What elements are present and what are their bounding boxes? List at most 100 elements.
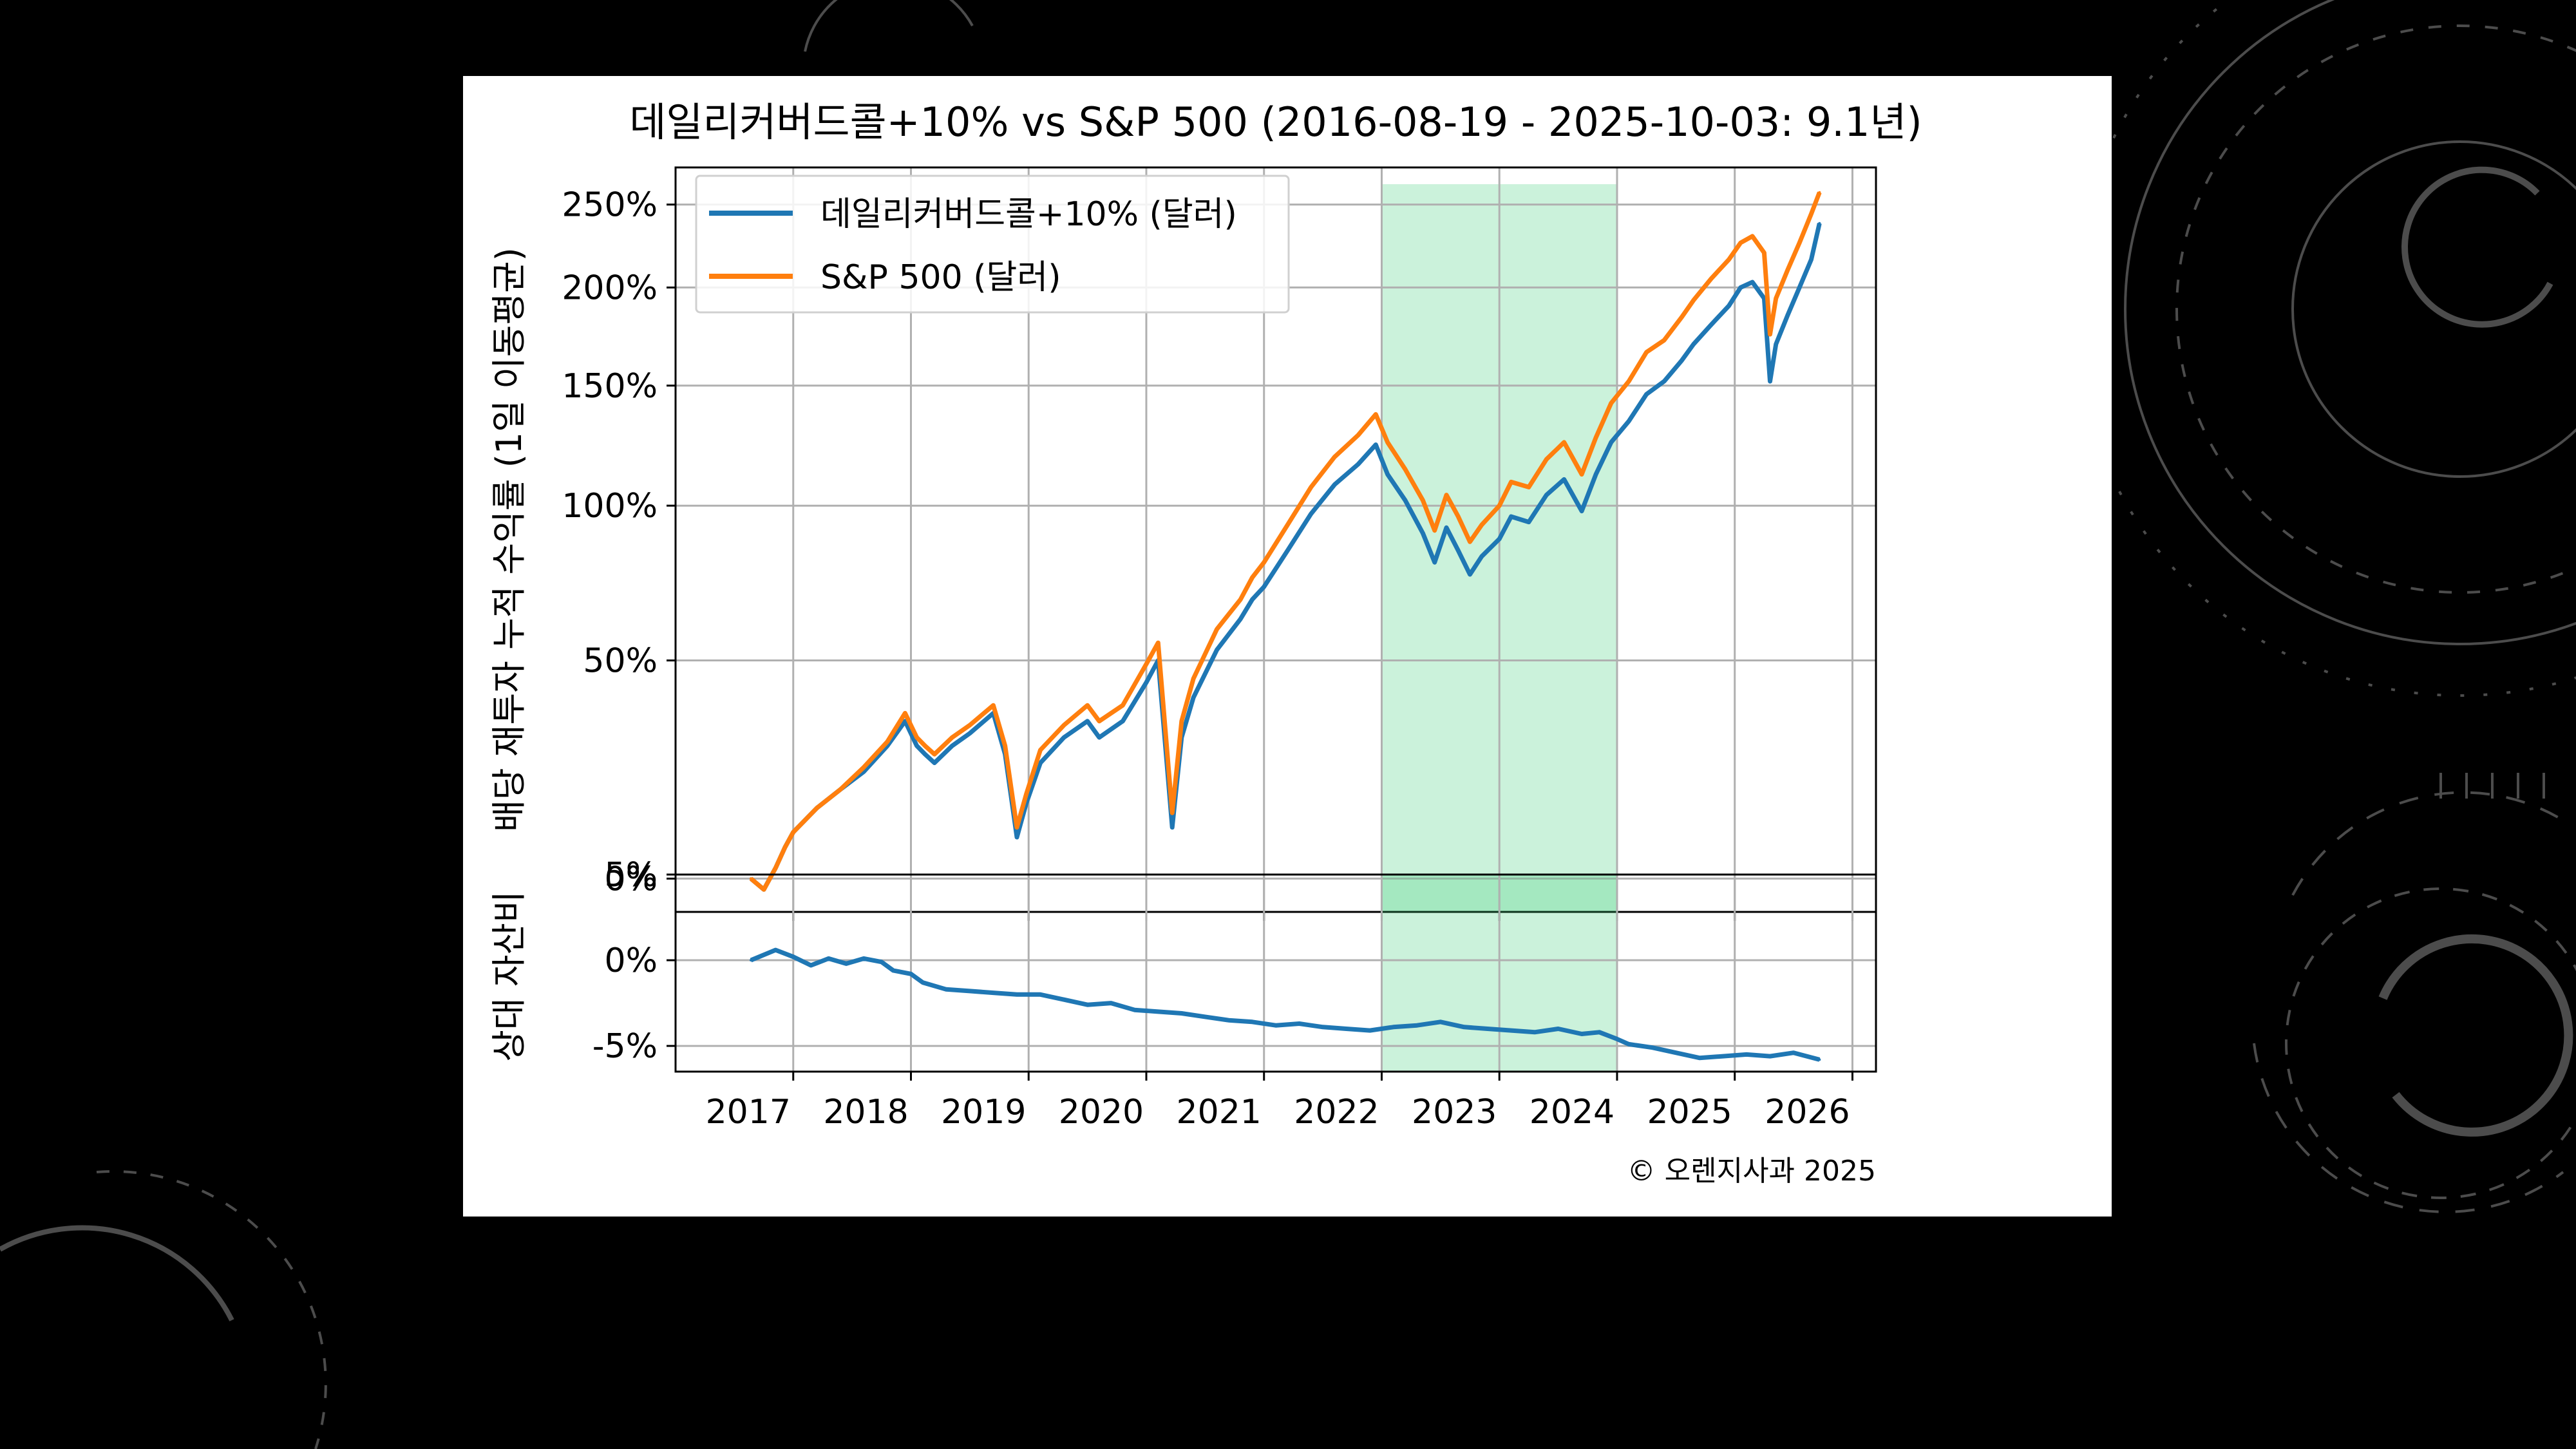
data-point-1 [1251,576,1254,579]
data-point-1 [1580,473,1584,476]
main-y-tick-label: 250% [562,186,658,225]
x-tick-label: 2017 [706,1093,791,1132]
data-point-0 [1121,719,1124,723]
data-point-1 [774,866,777,869]
data-point-0 [1545,493,1548,497]
relative-gridlines [676,873,1876,1072]
relative-y-tick-label: 0% [605,942,658,980]
data-point-1 [1562,440,1566,444]
data-point-1 [1498,504,1501,507]
data-point-1 [1145,663,1148,666]
relative-data-point [1580,1032,1584,1036]
data-point-0 [1818,222,1821,225]
data-point-1 [1645,350,1648,354]
data-point-0 [1171,826,1174,829]
data-point-1 [1510,480,1513,484]
main-y-tick-label: 200% [562,269,658,307]
data-point-0 [1692,343,1695,346]
data-point-0 [1039,761,1042,764]
data-point-1 [1386,440,1389,444]
data-point-1 [1215,627,1218,630]
legend-frame [695,175,1290,314]
data-point-1 [1356,433,1359,437]
data-point-0 [1333,483,1336,486]
data-point-0 [1739,286,1742,289]
data-point-0 [1798,286,1801,289]
data-point-1 [1433,529,1436,532]
data-point-0 [1215,649,1218,651]
x-tick-label: 2019 [941,1093,1026,1132]
relative-data-point [892,969,895,972]
relative-data-point [1274,1024,1277,1027]
data-point-1 [1545,458,1548,461]
main-y-tick-label: 0% [605,860,658,898]
data-point-0 [1239,618,1242,621]
data-point-1 [1309,486,1312,489]
data-point-0 [1498,537,1501,540]
data-point-0 [1609,440,1613,444]
data-point-0 [1480,555,1483,558]
data-point-1 [1739,242,1742,244]
relative-data-point [1616,1037,1618,1041]
relative-y-axis-label: 상대 자산비 [489,891,529,1062]
relative-axes-frame [674,873,1877,1073]
data-point-1 [1239,598,1242,601]
data-point-1 [1039,748,1042,752]
relative-data-point [1204,1015,1207,1018]
relative-series-line-0 [750,947,1821,1062]
relative-data-point [791,955,795,958]
x-tick-label: 2022 [1294,1093,1379,1132]
relative-data-point [1251,1020,1254,1023]
main-y-tick-label: 50% [583,642,658,681]
relative-data-point [810,964,813,967]
data-point-0 [1421,532,1425,535]
data-point-0 [904,719,907,723]
relative-data-point [1557,1027,1560,1030]
relative-panel: 5%0%-5% 2017 2018 2019 2020 2021 2022 2023 2024… [489,856,1877,1132]
relative-data-point [1439,1020,1442,1023]
data-point-1 [1680,316,1683,319]
data-point-1 [815,806,819,810]
data-point-0 [1192,696,1195,699]
data-point-1 [1097,719,1101,723]
data-point-0 [951,744,954,748]
chart-title: 데일리커버드콜+10% vs S&P 500 (2016-08-19 - 202… [629,99,1922,146]
relative-data-point [1368,1029,1372,1032]
relative-data-point [1792,1051,1795,1054]
main-y-tick-label: 100% [562,487,658,526]
main-y-tick-label: 150% [562,367,658,406]
relative-data-point [1745,1053,1748,1056]
data-point-1 [1445,493,1448,497]
data-point-1 [1768,333,1772,336]
data-point-0 [1774,343,1777,346]
data-point-1 [1692,299,1695,302]
relative-data-point [1016,993,1018,996]
relative-x-ticks: 2017 2018 2019 2020 2021 2022 2023 2024 2025 2026 [706,1072,1853,1132]
relative-data-point [909,972,913,976]
data-point-0 [1251,598,1254,601]
data-point-1 [1086,704,1089,707]
data-point-1 [784,846,786,849]
data-point-0 [1763,297,1766,300]
relative-data-point [750,959,752,961]
data-point-0 [1457,549,1460,552]
data-point-1 [762,888,766,891]
data-point-0 [1356,462,1359,466]
legend-label-sp500: S&P 500 (달러) [820,258,1061,297]
data-point-1 [1663,339,1666,342]
data-point-0 [1145,681,1148,684]
data-point-1 [904,712,907,715]
data-point-0 [1063,736,1066,739]
data-point-0 [915,744,918,748]
relative-data-point [827,957,830,960]
relative-y-ticks: 5%0%-5% [592,856,676,1066]
x-tick-label: 2020 [1059,1093,1144,1132]
relative-data-point [1345,1027,1348,1030]
data-point-1 [1480,524,1483,526]
data-point-1 [915,736,918,739]
data-point-0 [1562,478,1566,481]
data-point-1 [1627,380,1631,383]
data-point-0 [1768,380,1772,383]
relative-data-point [945,988,948,991]
relative-series-line [750,947,1821,1062]
